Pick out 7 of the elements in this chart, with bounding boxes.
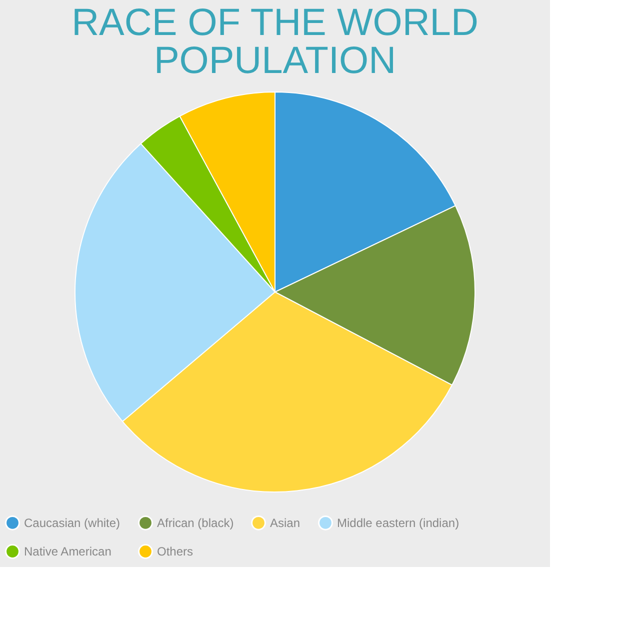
legend-label: Native American: [24, 544, 112, 558]
legend-label: African (black): [157, 516, 234, 530]
chart-title: RACE OF THE WORLD POPULATION: [72, 2, 478, 82]
legend-label: Caucasian (white): [24, 516, 120, 530]
legend-label: Asian: [270, 516, 300, 530]
legend-label: Others: [157, 544, 194, 558]
legend-label: Middle eastern (indian): [337, 516, 460, 530]
